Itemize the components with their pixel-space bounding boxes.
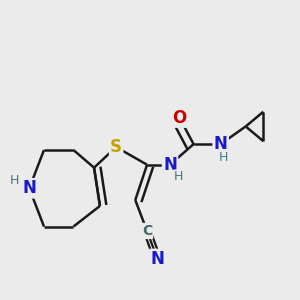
- Text: N: N: [22, 179, 36, 197]
- Text: O: O: [172, 109, 187, 127]
- Text: N: N: [214, 135, 228, 153]
- Text: S: S: [110, 138, 122, 156]
- Text: N: N: [150, 250, 164, 268]
- Text: C: C: [142, 224, 152, 238]
- Text: H: H: [219, 151, 228, 164]
- Text: H: H: [174, 170, 184, 183]
- Text: H: H: [10, 174, 19, 188]
- Text: N: N: [163, 156, 177, 174]
